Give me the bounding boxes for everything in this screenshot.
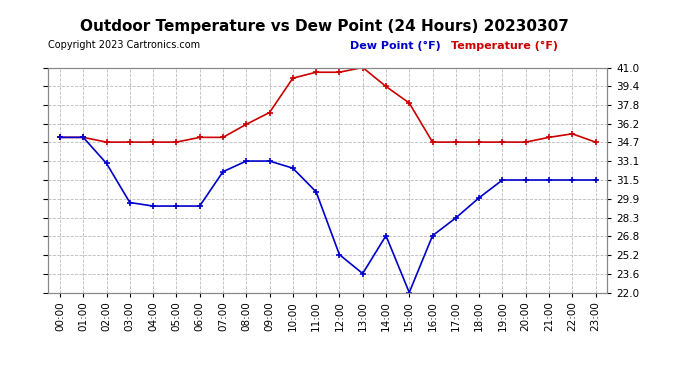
- Text: Dew Point (°F): Dew Point (°F): [350, 40, 441, 51]
- Text: Temperature (°F): Temperature (°F): [451, 40, 558, 51]
- Text: Copyright 2023 Cartronics.com: Copyright 2023 Cartronics.com: [48, 40, 200, 51]
- Text: Outdoor Temperature vs Dew Point (24 Hours) 20230307: Outdoor Temperature vs Dew Point (24 Hou…: [80, 19, 569, 34]
